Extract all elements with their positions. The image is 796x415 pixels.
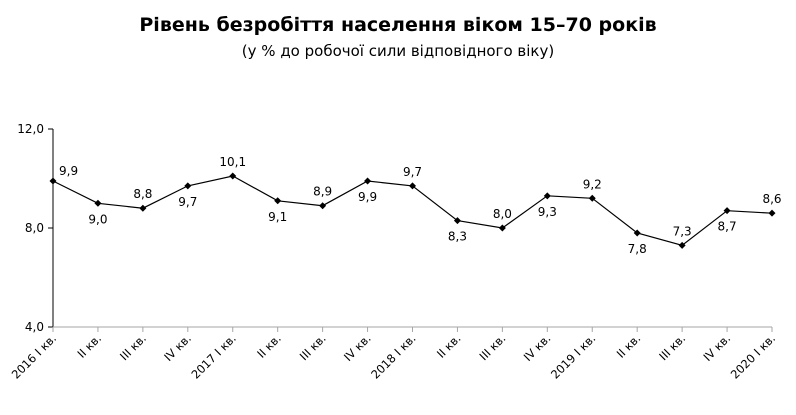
data-label: 9,7: [403, 165, 422, 179]
data-label: 10,1: [219, 155, 246, 169]
chart-subtitle: (у % до робочої сили відповідного віку): [241, 42, 555, 60]
data-point-marker: [49, 177, 57, 185]
data-point-marker: [768, 209, 776, 217]
x-tick-label: II кв.: [614, 331, 644, 361]
data-series: [49, 172, 776, 249]
data-label: 9,1: [268, 210, 287, 224]
data-point-marker: [409, 182, 416, 190]
x-tick-label: II кв.: [434, 331, 464, 361]
x-tick-label: 2016 I кв.: [9, 331, 59, 381]
data-point-marker: [678, 241, 686, 249]
data-point-marker: [543, 192, 551, 200]
x-tick-label: III кв.: [297, 331, 329, 363]
data-label: 9,0: [88, 212, 107, 226]
chart-title: Рівень безробіття населення віком 15–70 …: [139, 14, 657, 36]
x-tick-label: III кв.: [477, 331, 509, 363]
x-axis: 2016 I кв. II кв. III кв. IV кв.2017 I кв. I…: [9, 326, 778, 382]
y-tick-label: 12,0: [17, 122, 44, 136]
data-labels: 9,9 9,0 8,8 9,7 10,1 9,1 8,9 9,9 9,7 8,3 8,0 9,3 9,2…: [59, 155, 782, 256]
x-tick-label: IV кв.: [521, 331, 554, 364]
data-label: 8,3: [448, 230, 467, 244]
data-point-marker: [588, 194, 596, 202]
data-point-marker: [184, 182, 192, 190]
data-point-marker: [139, 204, 147, 212]
data-point-marker: [364, 177, 372, 185]
data-label: 9,3: [538, 205, 557, 219]
data-label: 8,6: [762, 192, 781, 206]
data-point-marker: [453, 217, 461, 225]
data-label: 8,7: [718, 220, 737, 234]
x-tick-label: II кв.: [74, 331, 104, 361]
data-label: 9,9: [59, 164, 78, 178]
x-tick-label: 2019 I кв.: [548, 331, 598, 381]
data-point-marker: [94, 199, 102, 207]
data-label: 9,7: [178, 195, 197, 209]
data-point-marker: [723, 207, 731, 215]
data-point-marker: [498, 224, 506, 232]
x-tick-label: 2018 I кв.: [368, 331, 418, 381]
y-tick-label: 8,0: [25, 221, 44, 235]
data-label: 7,8: [628, 242, 647, 256]
data-label: 8,8: [133, 187, 152, 201]
data-point-marker: [319, 202, 327, 210]
x-tick-label: IV кв.: [161, 331, 194, 364]
data-point-marker: [229, 172, 237, 180]
data-point-marker: [633, 229, 641, 237]
x-tick-label: III кв.: [656, 331, 688, 363]
data-label: 9,9: [358, 190, 377, 204]
y-axis: 4,0 8,0 12,0: [17, 122, 54, 334]
x-tick-label: II кв.: [254, 331, 284, 361]
x-tick-label: IV кв.: [341, 331, 374, 364]
x-tick-label: 2020 I кв.: [728, 331, 778, 381]
data-point-marker: [274, 197, 282, 205]
x-tick-label: 2017 I кв.: [188, 331, 238, 381]
data-label: 8,9: [313, 185, 332, 199]
data-label: 7,3: [673, 224, 692, 238]
x-tick-label: III кв.: [117, 331, 149, 363]
data-label: 8,0: [493, 207, 512, 221]
data-label: 9,2: [583, 177, 602, 191]
y-tick-label: 4,0: [25, 320, 44, 334]
x-tick-label: IV кв.: [700, 331, 733, 364]
